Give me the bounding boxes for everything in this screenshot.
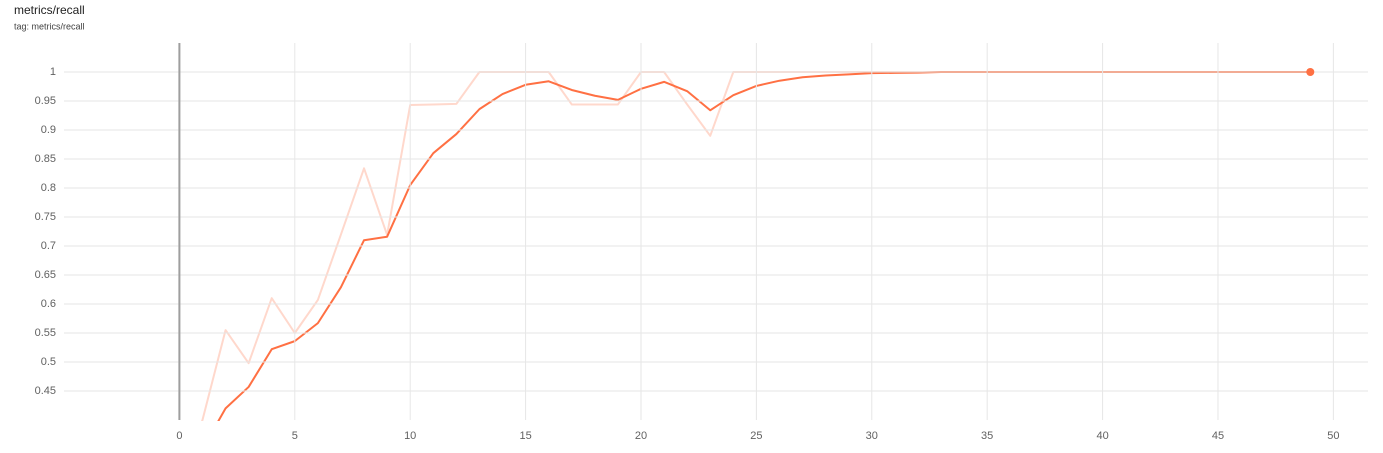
x-tick-label: 20: [635, 430, 647, 442]
x-tick-label: 10: [404, 430, 416, 442]
x-tick-label: 15: [519, 430, 531, 442]
y-tick-label: 0.5: [41, 356, 56, 368]
x-tick-label: 0: [176, 430, 182, 442]
y-tick-label: 0.8: [41, 182, 56, 194]
x-tick-label: 45: [1212, 430, 1224, 442]
series-line: [201, 71, 1311, 421]
y-tick-label: 0.9: [41, 124, 56, 136]
chart-tag: tag: metrics/recall: [14, 21, 85, 31]
y-tick-label: 0.85: [35, 153, 56, 165]
y-tick-label: 0.7: [41, 240, 56, 252]
y-tick-label: 0.75: [35, 211, 56, 223]
y-tick-label: 0.95: [35, 95, 56, 107]
y-tick-label: 0.65: [35, 269, 56, 281]
x-tick-label: 40: [1096, 430, 1108, 442]
plot-area: [201, 71, 1311, 421]
x-tick-label: 35: [981, 430, 993, 442]
last-point: [1306, 68, 1315, 76]
x-tick-label: 5: [292, 430, 298, 442]
x-tick-label: 30: [866, 430, 878, 442]
x-tick-label: 25: [750, 430, 762, 442]
y-tick-label: 0.55: [35, 327, 56, 339]
series-line: [217, 71, 1311, 421]
y-tick-label: 0.45: [35, 385, 56, 397]
chart-title: metrics/recall: [14, 3, 85, 17]
y-tick-label: 0.6: [41, 298, 56, 310]
y-tick-label: 1: [50, 66, 56, 78]
x-tick-label: 50: [1327, 430, 1339, 442]
